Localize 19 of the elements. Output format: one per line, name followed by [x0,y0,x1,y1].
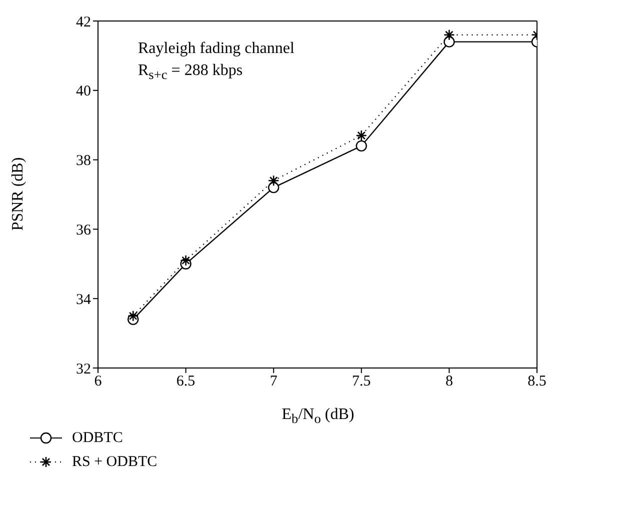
x-tick-label: 8 [445,374,453,390]
x-axis-title: E$_{b}$/N$_{o}$ (dB) [280,406,356,428]
y-tick-label: 32 [76,361,91,378]
x-tick-label: 7.5 [352,374,371,390]
annotation: R$_{s+c}$ = 288 kbps [138,61,244,84]
annotation: Rayleigh fading channel [138,39,294,59]
x-tick-label: 7 [270,374,278,390]
x-tick-label: 6.5 [176,374,196,390]
y-tick-label: 42 [76,14,91,30]
x-tick-label: 6 [94,374,102,390]
x-tick-label: 8.5 [528,374,546,390]
y-tick-label: 40 [76,84,91,100]
legend-label: ODBTC [72,430,123,446]
y-tick-label: 34 [76,292,92,308]
legend-label: RS + ODBTC [72,454,158,470]
y-axis-title: PSNR (dB) [10,157,28,231]
point [356,140,367,152]
y-tick-label: 36 [76,222,92,239]
y-tick-label: 38 [76,153,91,170]
